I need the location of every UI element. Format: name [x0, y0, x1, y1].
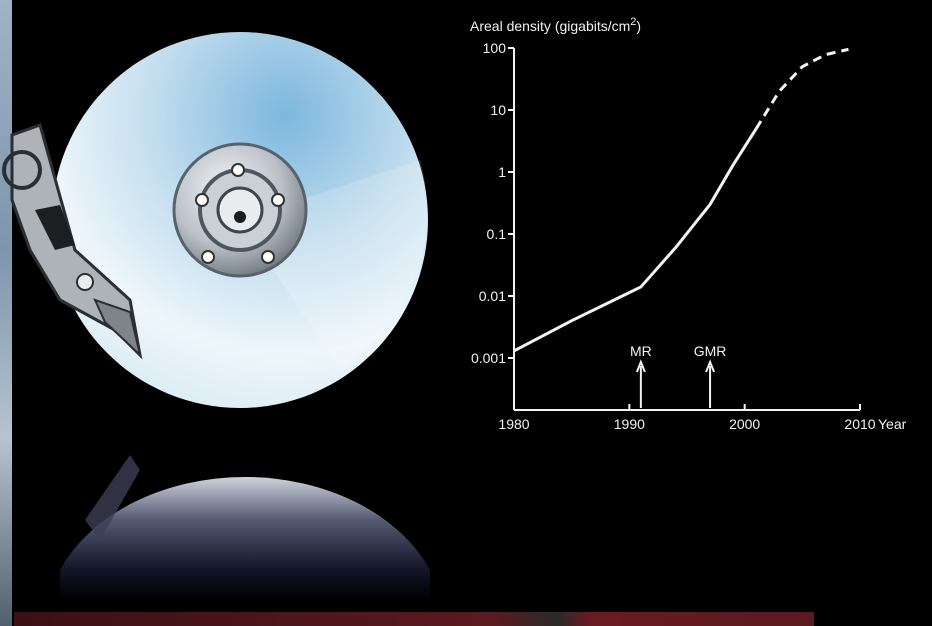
hub-screw	[201, 250, 215, 264]
y-tick-label: 100	[483, 40, 507, 56]
annotation-arrowhead-mr	[635, 359, 646, 373]
y-axis-title-text: Areal density (gigabits/cm	[470, 18, 630, 34]
annotation-label-mr: MR	[630, 343, 652, 359]
hard-disk-illustration	[2, 32, 430, 600]
x-tick-label: 2010	[844, 416, 875, 432]
hub-screw	[195, 193, 209, 207]
y-axis-title-close: )	[636, 18, 641, 34]
disk-reflection	[60, 476, 430, 600]
x-axis-title: Year	[878, 416, 907, 432]
hub-screw	[271, 193, 285, 207]
arm-reflection	[85, 455, 140, 540]
x-tick-label: 1990	[614, 416, 645, 432]
y-tick-label: 1	[498, 164, 506, 180]
series-group	[513, 47, 849, 353]
y-tick-label: 0.01	[479, 288, 506, 304]
historical-density-line	[513, 127, 758, 353]
projected-density-line	[754, 47, 849, 130]
x-tick-label: 2000	[729, 416, 760, 432]
x-ticks: 1980 1990 2000 2010	[498, 404, 876, 432]
bottom-strip	[14, 612, 814, 626]
annotations: MR GMR	[630, 343, 726, 408]
spindle-hub-inner	[216, 186, 264, 234]
y-ticks: 100 10 1 0.1 0.01 0.001	[471, 40, 514, 366]
spindle-center	[234, 211, 246, 223]
hub-screw	[261, 250, 275, 264]
actuator-arm	[2, 123, 143, 360]
areal-density-chart: Areal density (gigabits/cm2) 100 10 1 0.1 0.…	[470, 16, 907, 432]
annotation-arrowhead-gmr	[705, 359, 715, 373]
annotation-label-gmr: GMR	[694, 343, 727, 359]
y-tick-label: 10	[490, 102, 506, 118]
hub-screw	[231, 163, 245, 177]
y-tick-label: 0.1	[487, 226, 507, 242]
y-tick-label: 0.001	[471, 350, 506, 366]
x-tick-label: 1980	[498, 416, 529, 432]
y-axis-title: Areal density (gigabits/cm2)	[470, 16, 641, 34]
y-axis-title-superscript: 2	[630, 16, 636, 28]
